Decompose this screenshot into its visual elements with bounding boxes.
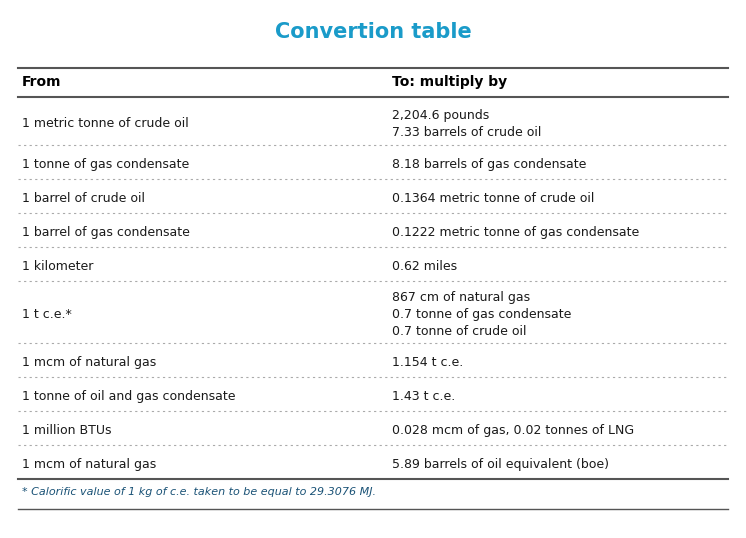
Text: To: multiply by: To: multiply by [392, 75, 507, 89]
Text: 8.18 barrels of gas condensate: 8.18 barrels of gas condensate [392, 158, 586, 171]
Text: 1 million BTUs: 1 million BTUs [22, 424, 111, 437]
Text: 1 barrel of crude oil: 1 barrel of crude oil [22, 192, 145, 205]
Text: 1 metric tonne of crude oil: 1 metric tonne of crude oil [22, 117, 189, 130]
Text: 1.154 t c.e.: 1.154 t c.e. [392, 356, 463, 369]
Text: 7.33 barrels of crude oil: 7.33 barrels of crude oil [392, 125, 542, 138]
Text: 1 mcm of natural gas: 1 mcm of natural gas [22, 356, 156, 369]
Text: From: From [22, 75, 61, 89]
Text: 0.1364 metric tonne of crude oil: 0.1364 metric tonne of crude oil [392, 192, 595, 205]
Text: 0.7 tonne of gas condensate: 0.7 tonne of gas condensate [392, 308, 571, 321]
Text: * Calorific value of 1 kg of c.e. taken to be equal to 29.3076 MJ.: * Calorific value of 1 kg of c.e. taken … [22, 487, 376, 497]
Text: 1 mcm of natural gas: 1 mcm of natural gas [22, 458, 156, 471]
Text: 0.028 mcm of gas, 0.02 tonnes of LNG: 0.028 mcm of gas, 0.02 tonnes of LNG [392, 424, 634, 437]
Text: 2,204.6 pounds: 2,204.6 pounds [392, 109, 489, 122]
Text: 5.89 barrels of oil equivalent (boe): 5.89 barrels of oil equivalent (boe) [392, 458, 609, 471]
Text: 0.1222 metric tonne of gas condensate: 0.1222 metric tonne of gas condensate [392, 226, 639, 239]
Text: 0.62 miles: 0.62 miles [392, 260, 457, 273]
Text: 1.43 t c.e.: 1.43 t c.e. [392, 390, 455, 403]
Text: 1 barrel of gas condensate: 1 barrel of gas condensate [22, 226, 190, 239]
Text: 1 kilometer: 1 kilometer [22, 260, 93, 273]
Text: 1 t c.e.*: 1 t c.e.* [22, 308, 72, 321]
Text: 867 cm of natural gas: 867 cm of natural gas [392, 291, 530, 304]
Text: 1 tonne of oil and gas condensate: 1 tonne of oil and gas condensate [22, 390, 236, 403]
Text: 1 tonne of gas condensate: 1 tonne of gas condensate [22, 158, 189, 171]
Text: Convertion table: Convertion table [275, 22, 471, 42]
Text: 0.7 tonne of crude oil: 0.7 tonne of crude oil [392, 325, 527, 338]
